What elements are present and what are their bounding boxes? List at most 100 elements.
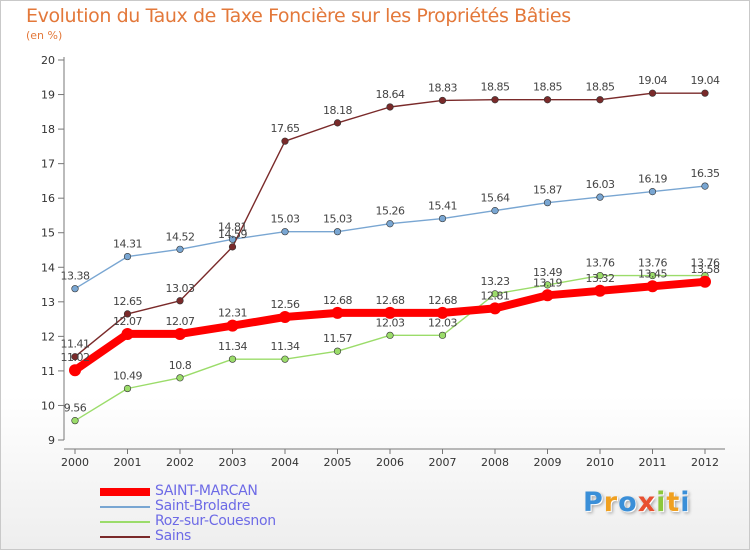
x-tick-label: 2007 (429, 456, 457, 469)
data-point (71, 285, 79, 293)
y-tick-label: 19 (41, 89, 55, 102)
data-label: 12.07 (113, 315, 142, 328)
x-tick-label: 2000 (61, 456, 89, 469)
data-point (491, 96, 499, 104)
data-label: 14.81 (218, 220, 247, 233)
data-point (701, 89, 709, 97)
data-point (123, 252, 132, 261)
y-tick-label: 14 (41, 261, 55, 274)
data-label: 18.85 (481, 81, 510, 94)
data-label: 15.64 (481, 192, 510, 205)
data-label: 13.45 (638, 267, 667, 280)
data-point (228, 235, 237, 243)
data-point (386, 331, 394, 339)
data-point (543, 96, 552, 104)
x-tick-label: 2005 (324, 456, 352, 469)
data-point (333, 228, 342, 236)
chart-title: Evolution du Taux de Taxe Foncière sur l… (26, 5, 571, 27)
data-label: 10.49 (113, 370, 142, 383)
data-label: 15.41 (428, 200, 457, 213)
data-label: 19.04 (691, 74, 720, 87)
data-point (699, 275, 711, 288)
legend-label: SAINT-MARCAN (155, 483, 258, 499)
data-label: 18.85 (533, 81, 562, 94)
x-tick-label: 2006 (376, 456, 404, 469)
legend-swatch (100, 506, 150, 508)
logo-letter: P (583, 487, 604, 518)
data-label: 14.31 (113, 238, 142, 251)
data-point (438, 331, 447, 339)
x-tick-label: 2004 (271, 456, 299, 469)
data-label: 16.19 (638, 173, 667, 186)
data-label: 15.03 (323, 213, 352, 226)
data-point (281, 137, 289, 145)
data-label: 11.57 (323, 332, 352, 345)
data-label: 12.65 (113, 295, 142, 308)
data-point (648, 271, 657, 280)
logo-letter: x (637, 487, 657, 518)
y-tick-label: 13 (41, 296, 55, 309)
data-label: 11.02 (61, 351, 90, 364)
data-label: 19.04 (638, 74, 667, 87)
data-point (279, 311, 291, 324)
y-tick-label: 11 (41, 365, 55, 378)
data-point (491, 290, 499, 298)
logo-letter: o (618, 487, 638, 518)
x-tick-label: 2012 (691, 456, 719, 469)
legend-label: Sains (155, 528, 192, 544)
data-point (281, 228, 289, 236)
data-point (228, 243, 237, 251)
data-point (648, 188, 657, 196)
data-point (226, 319, 239, 332)
y-tick-label: 9 (48, 434, 55, 447)
data-point (71, 417, 79, 425)
data-point (121, 327, 134, 340)
data-point (176, 374, 184, 382)
data-label: 15.26 (376, 205, 405, 218)
data-point (596, 96, 604, 104)
x-tick-label: 2010 (586, 456, 614, 469)
data-point (123, 310, 132, 318)
x-tick-label: 2001 (114, 456, 142, 469)
data-point (436, 306, 449, 319)
data-point (648, 89, 657, 97)
data-point (228, 355, 237, 363)
data-label: 11.41 (61, 338, 90, 351)
y-tick-label: 20 (41, 54, 55, 67)
data-label: 14.52 (166, 230, 195, 243)
data-label: 12.68 (323, 294, 352, 307)
data-point (174, 327, 186, 340)
data-label: 18.83 (428, 81, 457, 94)
data-label: 12.81 (481, 289, 510, 302)
data-label: 15.87 (533, 184, 562, 197)
y-tick-label: 12 (41, 330, 55, 343)
data-label: 18.64 (376, 88, 405, 101)
legend-label: Saint-Broladre (155, 498, 251, 514)
data-label: 16.03 (586, 178, 615, 191)
data-label: 13.76 (638, 257, 667, 270)
y-tick-label: 18 (41, 123, 55, 136)
data-point (543, 199, 552, 207)
legend-swatch (100, 488, 150, 496)
y-tick-label: 17 (41, 158, 55, 171)
data-label: 13.76 (691, 257, 720, 270)
data-point (596, 193, 604, 201)
data-label: 18.85 (586, 81, 615, 94)
logo-letter: i (656, 487, 667, 518)
data-point (384, 306, 396, 319)
data-label: 12.07 (166, 315, 195, 328)
data-label: 13.32 (586, 272, 615, 285)
logo-letter: r (603, 487, 619, 518)
data-point (594, 284, 606, 297)
x-tick-label: 2009 (534, 456, 562, 469)
data-point (646, 280, 659, 293)
data-point (331, 306, 344, 319)
data-label: 14.59 (218, 228, 247, 241)
legend-swatch (100, 536, 150, 538)
data-label: 12.03 (376, 316, 405, 329)
data-label: 17.65 (271, 122, 300, 135)
data-point (386, 220, 394, 228)
data-point (386, 103, 394, 111)
x-tick-label: 2002 (166, 456, 194, 469)
